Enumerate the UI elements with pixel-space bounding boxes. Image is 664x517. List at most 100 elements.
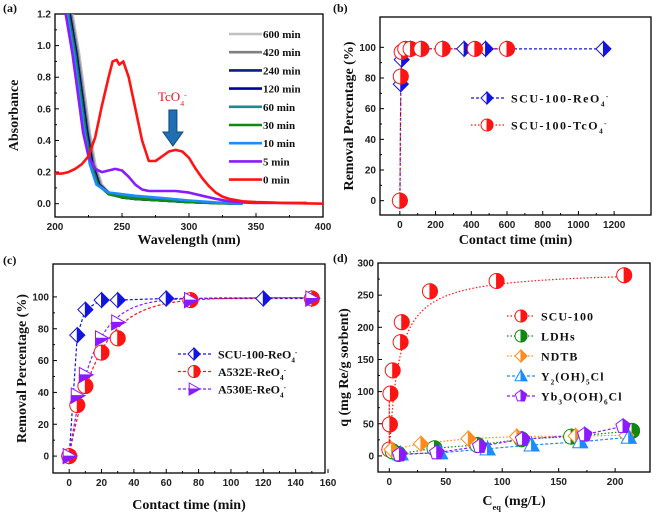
legend-label: SCU-100-ReO4- xyxy=(218,348,298,365)
legend-label: 600 min xyxy=(263,29,301,41)
legend-label: 5 min xyxy=(263,156,290,168)
data-point xyxy=(255,289,272,308)
x-tick-label: 600 xyxy=(499,220,516,231)
legend-label: 0 min xyxy=(263,175,290,187)
data-point xyxy=(384,362,401,379)
plot-area xyxy=(55,14,323,205)
plot-area xyxy=(388,275,633,456)
data-point xyxy=(158,289,175,308)
x-axis-label: Ceq (mg/L) xyxy=(482,494,546,512)
legend-label: 60 min xyxy=(263,102,295,114)
y-axis-label: q (mg Re/g sorbent) xyxy=(337,308,352,427)
y-tick-label: 0 xyxy=(368,451,374,462)
legend-label: SCU-100-TcO4- xyxy=(511,119,608,136)
x-tick-label: 300 xyxy=(181,222,198,233)
y-tick-label: 200 xyxy=(357,323,374,334)
data-point xyxy=(392,334,409,351)
y-tick-label: 60 xyxy=(38,356,50,367)
y-tick-label: 1.0 xyxy=(37,41,51,52)
x-tick-label: 400 xyxy=(315,222,332,233)
plot-frame xyxy=(52,263,326,474)
y-tick-label: 40 xyxy=(365,135,377,146)
y-tick-label: 150 xyxy=(357,355,374,366)
data-point xyxy=(391,192,408,209)
data-point xyxy=(434,40,451,57)
data-point xyxy=(93,344,110,361)
data-point xyxy=(109,291,126,309)
x-axis-label: Wavelength (nm) xyxy=(137,233,240,248)
panel-d: 0 50 100 150 200 0 50 100 150 200 250 300 (d) Ceq (mg… xyxy=(333,251,651,512)
legend-label: Y2(OH)5Cl xyxy=(541,370,605,387)
panel-label: (d) xyxy=(333,251,348,265)
x-tick-label: 80 xyxy=(193,478,205,489)
y-tick-label: 250 xyxy=(357,291,374,302)
data-point xyxy=(305,290,322,307)
legend-marker xyxy=(514,329,528,343)
x-tick-label: 200 xyxy=(47,222,64,233)
arrow-down-icon xyxy=(161,109,184,147)
data-point xyxy=(184,291,200,309)
y-tick-label: 300 xyxy=(357,259,374,270)
data-point xyxy=(62,447,79,465)
x-tick-label: 0 xyxy=(387,477,393,488)
legend-label: LDHs xyxy=(541,330,576,344)
y-tick-label: 20 xyxy=(38,420,50,431)
data-point xyxy=(460,429,477,448)
series-line xyxy=(388,275,627,456)
data-point xyxy=(620,427,638,444)
legend-marker xyxy=(514,348,528,364)
x-tick-label: 40 xyxy=(128,478,140,489)
data-point xyxy=(499,40,515,57)
legend-label: NDTB xyxy=(541,350,578,364)
legend-marker xyxy=(187,346,201,362)
data-point xyxy=(93,291,110,309)
x-tick-label: 0 xyxy=(66,478,72,489)
data-point xyxy=(381,416,398,433)
y-tick-label: 100 xyxy=(357,387,374,398)
panel-c: 0 20 40 60 80 100 120 140 160 0 20 40 60 80 100 (c) Cont… xyxy=(3,253,337,513)
legend-label: 420 min xyxy=(263,47,301,59)
series-line xyxy=(64,14,307,205)
y-tick-label: 80 xyxy=(365,74,377,85)
data-point xyxy=(77,300,94,319)
data-point xyxy=(514,430,531,446)
legend-label: A530E-ReO4- xyxy=(218,383,287,400)
annotation-tco4: TcO4- xyxy=(158,89,187,108)
x-tick-label: 100 xyxy=(223,478,240,489)
data-point xyxy=(391,446,408,462)
data-point xyxy=(109,330,126,347)
y-tick-label: 80 xyxy=(38,324,50,335)
data-point xyxy=(412,434,430,453)
x-axis-label: Contact time (min) xyxy=(459,233,573,248)
y-tick-label: 1.2 xyxy=(37,10,51,21)
series-line xyxy=(55,58,323,205)
y-tick-label: 0.4 xyxy=(37,136,51,147)
x-tick-label: 160 xyxy=(320,478,337,489)
y-tick-label: 0.8 xyxy=(37,73,51,84)
data-point xyxy=(69,326,86,344)
y-tick-label: 0.6 xyxy=(37,104,51,115)
x-tick-label: 140 xyxy=(287,478,304,489)
y-tick-label: 40 xyxy=(38,388,50,399)
data-point xyxy=(488,273,505,290)
x-tick-label: 350 xyxy=(248,222,265,233)
panel-label: (c) xyxy=(3,253,16,267)
y-axis-label: Removal Percentage (%) xyxy=(15,294,30,443)
y-tick-label: 50 xyxy=(363,419,375,430)
legend-marker xyxy=(480,118,494,132)
legend-marker xyxy=(514,389,528,402)
x-tick-label: 1000 xyxy=(567,220,590,231)
x-tick-label: 250 xyxy=(114,222,131,233)
legend-label: 240 min xyxy=(263,65,301,77)
data-point xyxy=(382,385,399,402)
data-point xyxy=(78,366,95,384)
y-tick-label: 100 xyxy=(32,292,49,303)
y-axis-label: Removal Percentage (%) xyxy=(342,41,357,190)
legend: SCU-100-ReO4-A532E-ReO4-A530E-ReO4- xyxy=(178,346,298,400)
data-point xyxy=(523,435,540,452)
series-line xyxy=(65,14,243,205)
panel-label: (a) xyxy=(3,1,17,15)
legend-label: Yb3O(OH)6Cl xyxy=(541,390,623,407)
data-point xyxy=(95,329,111,347)
